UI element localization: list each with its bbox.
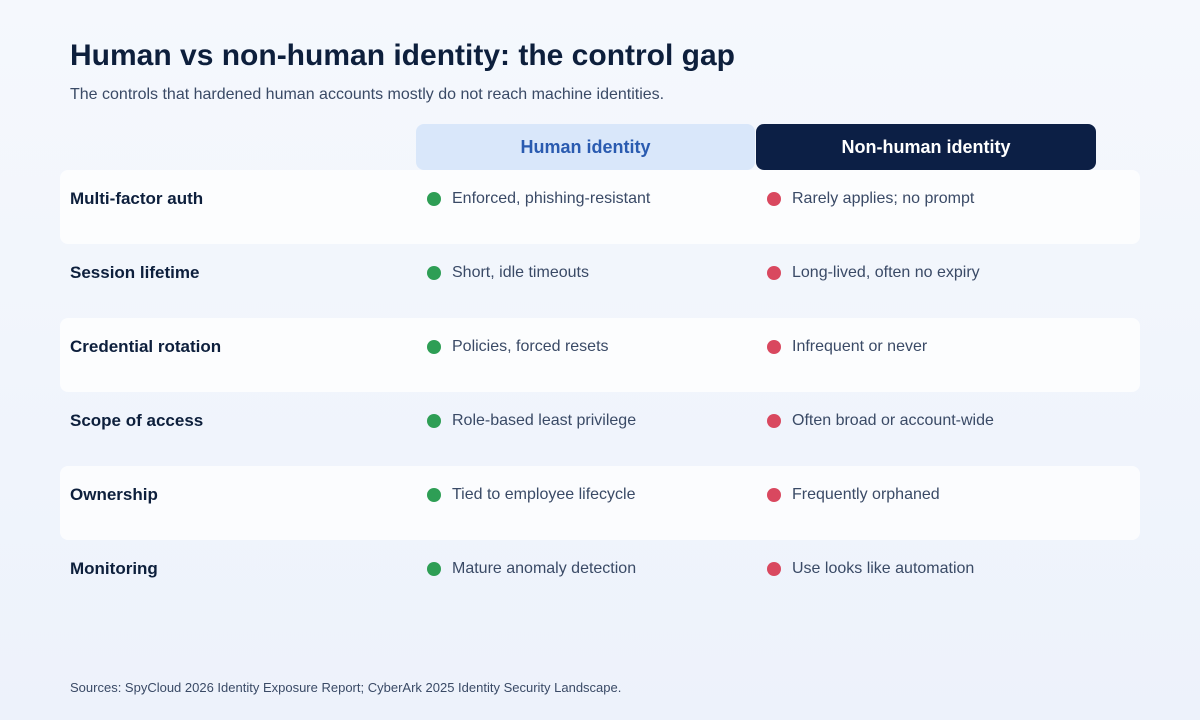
human-cell-text: Mature anomaly detection [452, 560, 637, 577]
row-label: Session lifetime [70, 263, 200, 282]
column-header-nonhuman: Non-human identity [756, 124, 1096, 170]
red-dot-icon [767, 414, 781, 428]
row-label: Monitoring [70, 559, 158, 578]
green-dot-icon [427, 562, 441, 576]
page-subtitle: The controls that hardened human account… [70, 86, 665, 103]
nonhuman-cell-text: Long-lived, often no expiry [792, 264, 980, 281]
nonhuman-cell: Long-lived, often no expiry [767, 262, 980, 284]
red-dot-icon [767, 488, 781, 502]
table-row-rotation: Credential rotation Policies, forced res… [60, 318, 1140, 392]
green-dot-icon [427, 488, 441, 502]
nonhuman-cell-text: Frequently orphaned [792, 486, 940, 503]
nonhuman-cell: Infrequent or never [767, 336, 927, 358]
nonhuman-cell: Often broad or account-wide [767, 410, 994, 432]
red-dot-icon [767, 340, 781, 354]
row-label: Credential rotation [70, 337, 222, 356]
nonhuman-cell-text: Infrequent or never [792, 338, 928, 355]
column-header-human: Human identity [416, 124, 755, 170]
human-cell-text: Role-based least privilege [452, 412, 637, 429]
table-row-session: Session lifetime Short, idle timeouts Lo… [60, 244, 1140, 318]
red-dot-icon [767, 192, 781, 206]
green-dot-icon [427, 192, 441, 206]
nonhuman-cell-text: Use looks like automation [792, 560, 975, 577]
human-cell-text: Policies, forced resets [452, 338, 609, 355]
red-dot-icon [767, 562, 781, 576]
human-cell-text: Short, idle timeouts [452, 264, 589, 281]
row-label: Ownership [70, 485, 158, 504]
row-label: Scope of access [70, 411, 204, 430]
table-row-monitoring: Monitoring Mature anomaly detection Use … [60, 540, 1140, 614]
human-cell: Role-based least privilege [427, 410, 636, 432]
human-cell: Mature anomaly detection [427, 558, 636, 580]
human-cell: Tied to employee lifecycle [427, 484, 636, 506]
table-row-mfa: Multi-factor auth Enforced, phishing-res… [60, 170, 1140, 244]
row-label: Multi-factor auth [70, 189, 204, 208]
nonhuman-cell: Frequently orphaned [767, 484, 940, 506]
green-dot-icon [427, 414, 441, 428]
nonhuman-cell: Rarely applies; no prompt [767, 188, 974, 210]
human-cell-text: Enforced, phishing-resistant [452, 190, 651, 207]
nonhuman-cell-text: Rarely applies; no prompt [792, 190, 975, 207]
table-row-scope: Scope of access Role-based least privile… [60, 392, 1140, 466]
red-dot-icon [767, 266, 781, 280]
table-row-ownership: Ownership Tied to employee lifecycle Fre… [60, 466, 1140, 540]
nonhuman-cell-text: Often broad or account-wide [792, 412, 994, 429]
nonhuman-cell: Use looks like automation [767, 558, 974, 580]
green-dot-icon [427, 340, 441, 354]
human-cell: Enforced, phishing-resistant [427, 188, 650, 210]
sources-footnote: Sources: SpyCloud 2026 Identity Exposure… [70, 680, 622, 695]
human-cell: Policies, forced resets [427, 336, 609, 358]
human-cell: Short, idle timeouts [427, 262, 589, 284]
green-dot-icon [427, 266, 441, 280]
page-title: Human vs non-human identity: the control… [70, 39, 736, 72]
human-cell-text: Tied to employee lifecycle [452, 486, 636, 503]
comparison-table: Multi-factor auth Enforced, phishing-res… [60, 170, 1140, 614]
